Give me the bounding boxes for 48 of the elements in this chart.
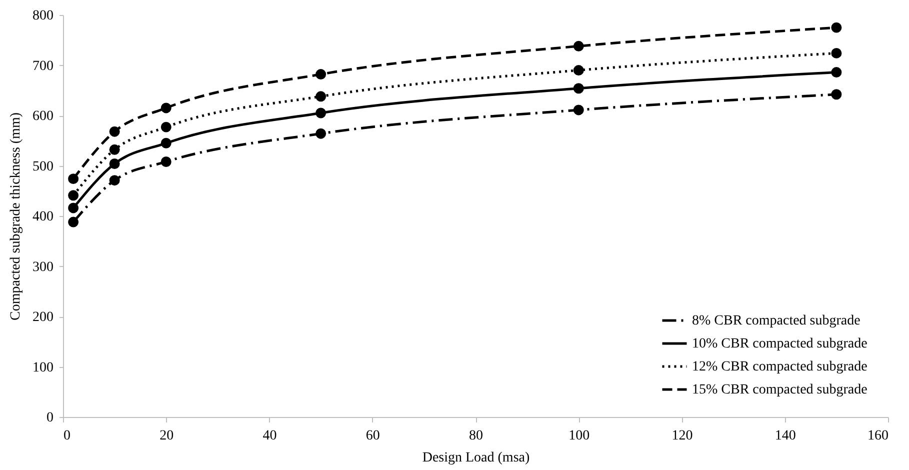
x-tick-label: 80: [469, 428, 483, 444]
point: [68, 190, 79, 201]
point: [109, 126, 120, 137]
y-tick-label: 100: [32, 360, 54, 376]
x-tick-label: 40: [262, 428, 277, 444]
legend-label: 15% CBR compacted subgrade: [692, 382, 868, 398]
x-tick-label: 60: [366, 428, 380, 444]
x-tick-label: 140: [774, 428, 796, 444]
legend-label: 10% CBR compacted subgrade: [692, 336, 868, 352]
x-axis-title: Design Load (msa): [422, 450, 530, 466]
point: [573, 65, 584, 76]
point: [68, 174, 79, 184]
point: [316, 69, 326, 80]
point: [160, 122, 172, 132]
legend-label: 8% CBR compacted subgrade: [692, 314, 860, 328]
y-axis-title: Compacted subgrade thickness (mm): [8, 112, 24, 321]
point: [573, 104, 584, 116]
point: [316, 91, 326, 102]
y-tick-label: 300: [32, 260, 54, 275]
y-tick-label: 500: [32, 159, 54, 174]
x-tick-label: 100: [568, 428, 590, 444]
y-tick-label: 400: [32, 210, 54, 224]
x-tick-label: 160: [868, 428, 888, 444]
point: [160, 156, 172, 167]
point: [573, 83, 584, 94]
point: [160, 138, 172, 148]
point: [160, 102, 172, 114]
point: [831, 67, 842, 78]
point: [68, 202, 79, 214]
legend-label: 12% CBR compacted subgrade: [692, 360, 868, 374]
point: [316, 108, 326, 118]
x-tick-label: 120: [672, 428, 693, 444]
point: [573, 40, 584, 52]
x-tick-label: 0: [64, 428, 70, 444]
y-tick-label: 700: [32, 58, 54, 74]
point: [109, 144, 120, 155]
point: [109, 158, 120, 169]
point: [831, 48, 842, 58]
y-tick-label: 800: [32, 8, 54, 24]
point: [316, 128, 326, 139]
point: [109, 175, 120, 186]
y-tick-label: 0: [46, 410, 54, 426]
x-tick-label: 20: [160, 428, 174, 444]
point: [831, 89, 842, 100]
point: [68, 216, 79, 228]
y-tick-label: 600: [32, 109, 54, 124]
point: [831, 22, 842, 33]
y-tick-label: 200: [32, 310, 54, 325]
